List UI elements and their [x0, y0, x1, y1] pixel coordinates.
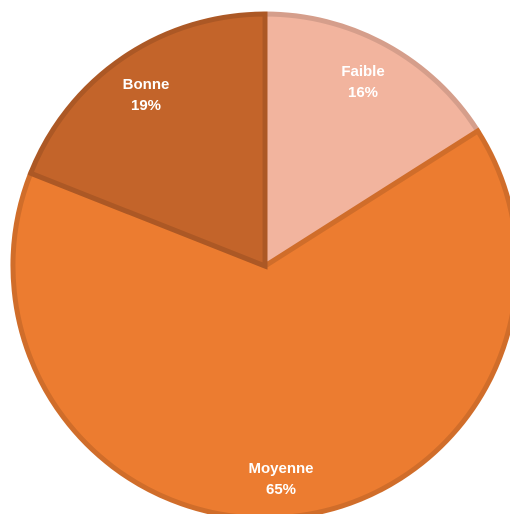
- slice-value-moyenne: 65%: [266, 481, 296, 498]
- pie-slice-faible: [262, 11, 482, 271]
- slice-label-bonne: Bonne: [123, 76, 170, 93]
- slice-value-bonne: 19%: [131, 97, 161, 114]
- pie-labels: Faible 16% Moyenne 65% Bonne 19%: [123, 63, 385, 498]
- pie-slices: [10, 11, 510, 514]
- pie-slice-moyenne: [10, 127, 510, 514]
- pie-slice-bonne: [27, 11, 268, 270]
- slice-label-moyenne: Moyenne: [248, 460, 313, 477]
- slice-value-faible: 16%: [348, 84, 378, 101]
- slice-label-faible: Faible: [341, 63, 384, 80]
